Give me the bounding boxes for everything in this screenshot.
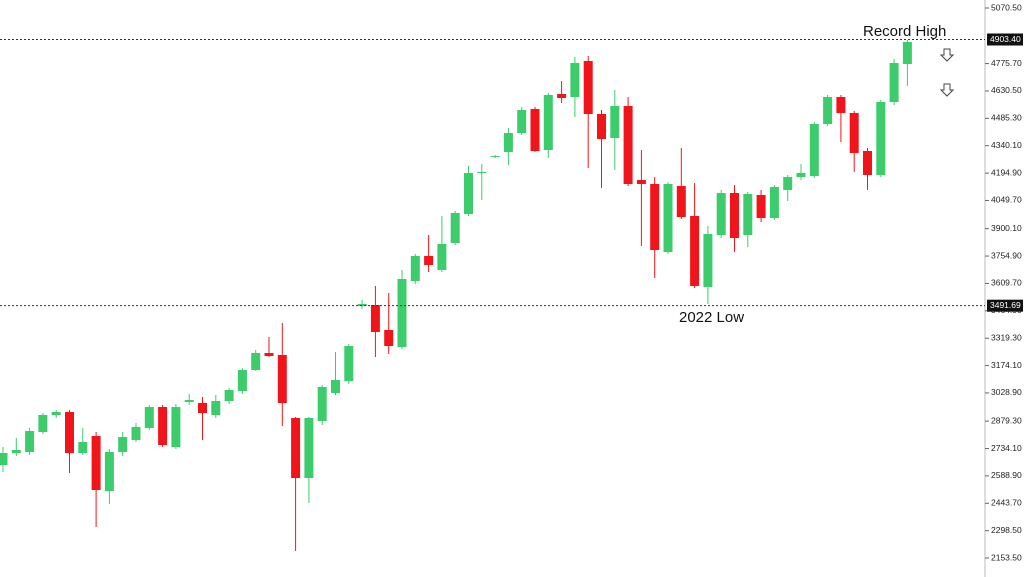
candle-body	[25, 431, 35, 452]
candle-body	[370, 305, 380, 333]
candle-body	[51, 412, 61, 416]
candle-body	[317, 387, 327, 421]
candle-body	[158, 407, 168, 446]
candle-body	[863, 150, 872, 175]
candle-body	[118, 437, 128, 452]
candle-body	[730, 193, 739, 238]
candle-body	[623, 106, 633, 185]
y-tick-label: 4049.70	[991, 195, 1022, 205]
arrow-icon	[939, 83, 955, 97]
candle-body	[636, 179, 646, 185]
y-tick-label: 4194.90	[991, 167, 1022, 177]
candle-body	[690, 216, 700, 286]
candle-body	[184, 399, 194, 402]
y-tick-label: 2588.90	[991, 470, 1022, 480]
candle-body	[65, 412, 74, 454]
candle-body	[610, 106, 620, 139]
y-tick-label: 3754.90	[991, 250, 1022, 260]
y-tick-label: 3174.10	[991, 360, 1022, 370]
candle-body	[144, 407, 154, 429]
candle-body	[796, 173, 806, 177]
candle-body	[557, 93, 567, 98]
candle-body	[211, 400, 221, 416]
candle-body	[889, 63, 899, 103]
reference-label: 4903.40	[990, 34, 1021, 44]
y-tick-label: 2298.50	[991, 525, 1022, 535]
annotation: Record High	[863, 23, 946, 40]
candle-body	[424, 255, 434, 265]
candle-body	[198, 402, 207, 414]
candle-body	[450, 213, 460, 243]
candle-body	[384, 330, 394, 346]
candle-body	[104, 451, 114, 492]
candle-body	[91, 436, 101, 491]
y-tick-label: 4485.30	[991, 113, 1022, 123]
candle-body	[78, 442, 88, 454]
candle-body	[277, 355, 287, 403]
candle-body	[517, 110, 527, 134]
candle-body	[464, 173, 473, 215]
candle-body	[663, 184, 673, 253]
candle-body	[237, 369, 247, 392]
candle-body	[650, 184, 660, 251]
candle-body	[769, 187, 779, 219]
candle-body	[11, 449, 21, 454]
y-tick-label: 4630.50	[991, 85, 1022, 95]
candle-body	[344, 345, 354, 382]
candle-body	[331, 380, 340, 393]
candle-body	[0, 453, 8, 466]
y-tick-label: 2153.50	[991, 552, 1022, 562]
candle-body	[783, 176, 793, 191]
candle-body	[131, 427, 141, 441]
y-tick-label: 3028.90	[991, 387, 1022, 397]
candle-body	[357, 304, 367, 307]
candle-body	[716, 193, 726, 235]
candle-body	[902, 42, 912, 64]
candle-body	[490, 156, 500, 158]
candle-body	[743, 194, 753, 235]
candle-body	[583, 61, 593, 115]
candle-body	[543, 94, 553, 150]
candle-body	[304, 418, 314, 478]
candle-body	[876, 102, 886, 175]
candle-body	[477, 172, 487, 174]
candle-body	[530, 109, 540, 151]
candle-body	[756, 195, 766, 219]
y-tick-label: 2443.70	[991, 498, 1022, 508]
candle-body	[503, 133, 513, 152]
annotation: 2022 Low	[679, 309, 744, 326]
y-tick-label: 3319.30	[991, 332, 1022, 342]
candle-body	[171, 407, 181, 448]
candle-body	[38, 415, 48, 433]
arrow-icon	[939, 48, 955, 62]
candle-body	[291, 418, 301, 478]
y-tick-label: 2879.30	[991, 415, 1022, 425]
reference-label: 3491.69	[990, 300, 1021, 310]
reference-label-box	[987, 299, 1023, 312]
candle-body	[251, 353, 261, 370]
candle-body	[676, 186, 686, 218]
y-tick-label: 5070.50	[991, 2, 1022, 12]
reference-label-box	[987, 33, 1023, 46]
candle-body	[836, 96, 846, 114]
candle-body	[397, 279, 407, 347]
candle-body	[410, 255, 420, 282]
y-tick-label: 3609.70	[991, 278, 1022, 288]
y-tick-label: 2734.10	[991, 443, 1022, 453]
candle-body	[597, 114, 606, 140]
candle-body	[224, 390, 234, 401]
candle-body	[809, 123, 819, 176]
candle-body	[823, 96, 833, 124]
y-tick-label: 4775.70	[991, 58, 1022, 68]
candle-body	[703, 233, 713, 287]
y-tick-label: 4340.10	[991, 140, 1022, 150]
candle-body	[849, 113, 859, 154]
y-tick-label: 3900.10	[991, 223, 1022, 233]
candle-body	[264, 353, 274, 357]
candle-body	[570, 63, 580, 97]
candle-body	[437, 243, 447, 270]
